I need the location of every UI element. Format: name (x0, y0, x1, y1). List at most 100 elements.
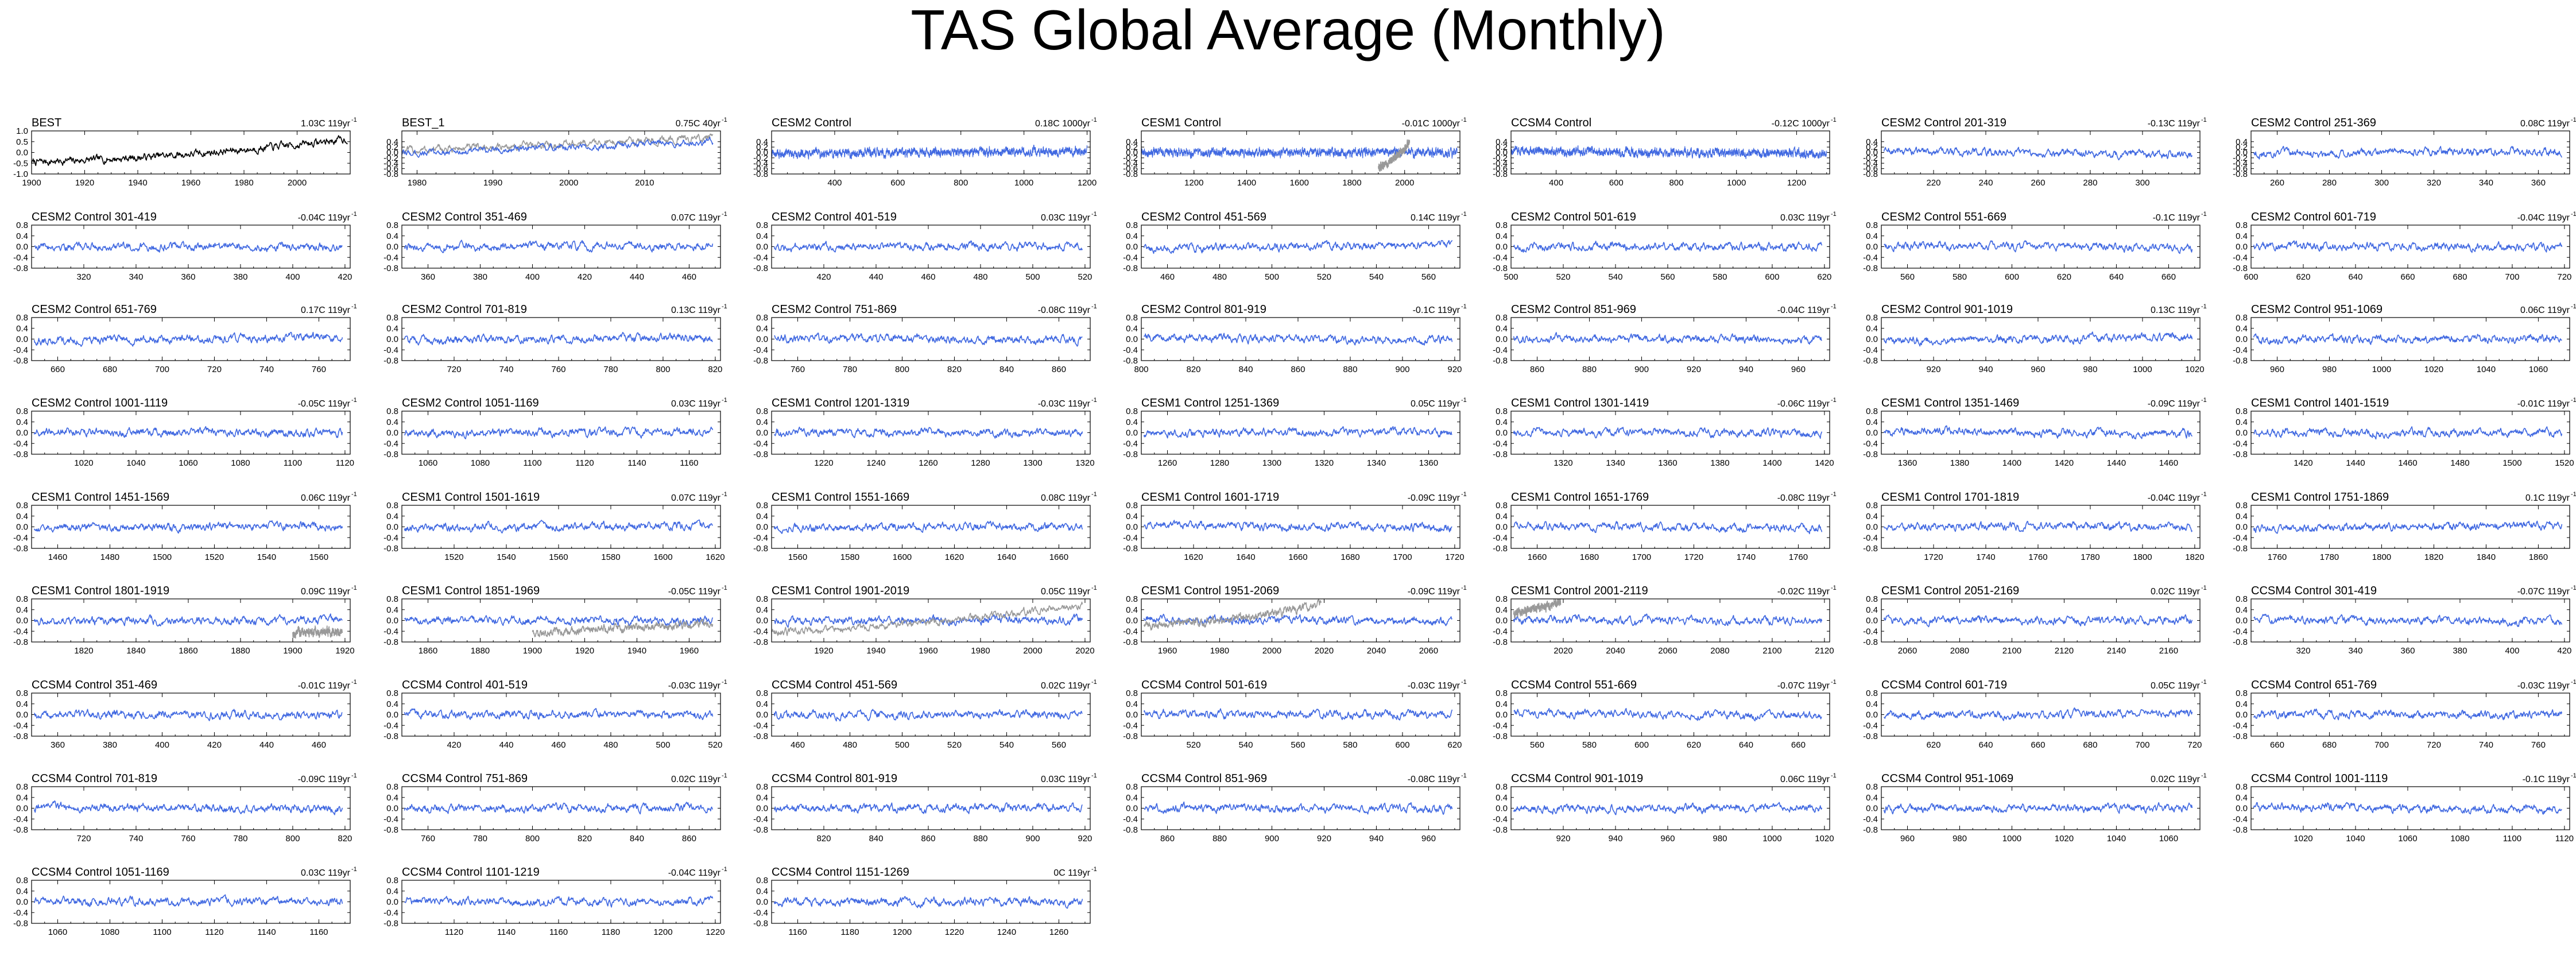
series-line (771, 145, 1088, 160)
trend-superscript: -1 (1091, 866, 1097, 873)
series-line (773, 520, 1083, 534)
panel-37: CESM1 Control 1851-1969 -0.05C 119yr -1 0.8… (384, 585, 727, 656)
trend-label: -0.07C 119yr (2517, 587, 2570, 597)
y-tick-label: 0.2 (1496, 142, 1508, 152)
x-tick-label: 500 (656, 740, 670, 750)
x-tick-label: 1460 (2398, 458, 2417, 468)
x-tick-label: 1120 (575, 458, 594, 468)
trend-superscript: -1 (2571, 117, 2576, 123)
y-tick-label: -0.2 (1123, 153, 1138, 163)
y-tick-label: -0.8 (1863, 825, 1878, 835)
trend-superscript: -1 (1091, 211, 1097, 218)
x-tick-label: 300 (2135, 178, 2149, 188)
x-tick-label: 2040 (1606, 646, 1625, 656)
y-tick-label: -0.4 (13, 439, 28, 448)
panel-40: CESM1 Control 2001-2119 -0.02C 119yr -1 0.8… (1493, 585, 1837, 656)
panel-title: CESM2 Control 801-919 (1141, 303, 1266, 316)
panel-title: CESM1 Control 1501-1619 (402, 491, 540, 504)
y-tick-label: -0.8 (753, 450, 768, 459)
panel-41: CESM1 Control 2051-2169 0.02C 119yr -10.80… (1863, 585, 2207, 656)
x-tick-label: 1920 (575, 646, 594, 656)
x-tick-label: 1880 (471, 646, 490, 656)
panel-title: CESM1 Control 1901-2019 (772, 585, 909, 597)
y-tick-label: -0.4 (753, 533, 768, 543)
panel-frame (2250, 693, 2570, 737)
trend-superscript: -1 (1831, 211, 1837, 218)
trend-label: -0.1C 119yr (1413, 305, 1461, 315)
panel-11: CESM2 Control 451-569 0.14C 119yr -1 0.80.4… (1123, 211, 1467, 282)
panel-frame (401, 880, 721, 924)
trend-label: -0.1C 119yr (2523, 775, 2570, 784)
y-tick-label: 0.4 (1126, 699, 1138, 709)
y-tick-label: -0.4 (13, 626, 28, 636)
x-tick-label: 340 (129, 272, 143, 282)
y-tick-label: -0.8 (1493, 637, 1508, 647)
x-tick-label: 380 (473, 272, 487, 282)
x-tick-label: 1500 (2503, 458, 2521, 468)
y-tick-label: 0.4 (1496, 793, 1508, 803)
x-tick-label: 900 (1634, 365, 1649, 374)
y-tick-label: 0.8 (1866, 501, 1878, 510)
panel-frame (2250, 786, 2570, 830)
x-tick-label: 1760 (2268, 552, 2287, 562)
x-tick-label: 1620 (945, 552, 964, 562)
panel-title: CESM2 Control 651-769 (32, 303, 157, 316)
panel-frame (31, 130, 351, 175)
trend-label: -0.09C 119yr (2148, 399, 2201, 409)
panel-title: CESM1 Control 1201-1319 (772, 397, 909, 409)
y-tick-label: -0.4 (384, 626, 398, 636)
x-tick-label: 600 (1765, 272, 1779, 282)
x-tick-label: 720 (447, 365, 461, 374)
x-tick-label: 420 (447, 740, 461, 750)
x-tick-label: 360 (421, 272, 435, 282)
x-tick-label: 1320 (1315, 458, 1334, 468)
panel-6: CESM2 Control 201-319 -0.13C 119yr -1 0.40.… (1863, 117, 2207, 188)
panel-title: CESM2 Control 951-1069 (2251, 303, 2383, 316)
x-tick-label: 1160 (680, 458, 698, 468)
x-tick-label: 1440 (2107, 458, 2126, 468)
x-tick-label: 1000 (1014, 178, 1033, 188)
y-tick-label: 0.4 (386, 887, 398, 896)
panel-44: CCSM4 Control 401-519 -0.03C 119yr -10.80.… (384, 679, 727, 750)
x-tick-label: 1940 (627, 646, 646, 656)
x-tick-label: 640 (2348, 272, 2362, 282)
x-tick-label: 1360 (1898, 458, 1917, 468)
x-tick-label: 1720 (1445, 552, 1464, 562)
panel-title: CCSM4 Control 401-519 (402, 679, 528, 691)
panel-title: CESM2 Control (772, 117, 851, 129)
series-line (2253, 240, 2563, 253)
y-tick-label: 0.8 (386, 594, 398, 604)
x-tick-label: 1120 (445, 927, 463, 937)
panel-8: CESM2 Control 301-419 -0.04C 119yr -10.80.… (13, 211, 357, 282)
panel-frame (401, 130, 721, 175)
trend-superscript: -1 (2571, 211, 2576, 218)
trend-label: 0.06C 119yr (301, 493, 351, 503)
x-tick-label: 960 (1660, 834, 1675, 844)
trend-label: -0.08C 119yr (1408, 775, 1461, 784)
panel-20: CESM2 Control 901-1019 0.13C 119yr -10.80.… (1863, 303, 2207, 374)
x-tick-label: 940 (1369, 834, 1384, 844)
trend-label: -0.06C 119yr (1777, 399, 1830, 409)
y-tick-label: -0.4 (384, 158, 398, 168)
trend-label: 0.09C 119yr (301, 587, 351, 597)
panel-13: CESM2 Control 551-669 -0.1C 119yr -1 0.80.4… (1863, 211, 2207, 282)
trend-superscript: -1 (351, 491, 357, 498)
y-tick-label: -0.8 (1123, 544, 1138, 554)
y-tick-label: 0.0 (2236, 616, 2248, 626)
x-tick-label: 720 (2187, 740, 2202, 750)
panel-36: CESM1 Control 1801-1919 0.09C 119yr -10.80… (13, 585, 357, 656)
trend-superscript: -1 (2571, 679, 2576, 686)
panel-32: CESM1 Control 1601-1719 -0.09C 119yr -1 0.8… (1123, 491, 1467, 562)
trend-label: -0.04C 119yr (2148, 493, 2201, 503)
series-line (31, 135, 348, 167)
x-tick-label: 1480 (2450, 458, 2469, 468)
x-tick-label: 560 (1660, 272, 1675, 282)
trend-superscript: -1 (1831, 117, 1837, 123)
y-tick-label: 0.8 (1496, 782, 1508, 792)
trend-label: 1.03C 119yr (301, 119, 351, 129)
panel-frame (31, 880, 351, 924)
x-tick-label: 800 (1669, 178, 1683, 188)
trend-superscript: -1 (1091, 117, 1097, 123)
y-tick-label: -0.8 (2233, 169, 2248, 179)
